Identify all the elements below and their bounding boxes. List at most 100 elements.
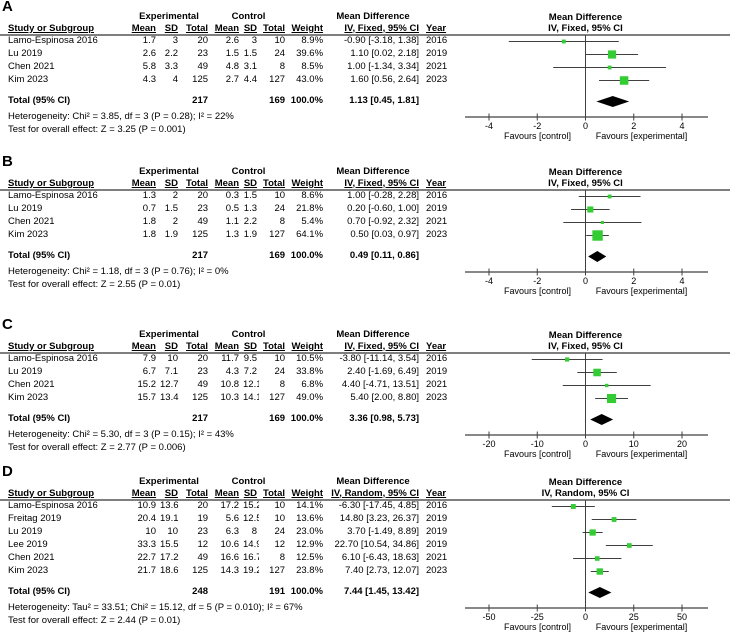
total-exp-total: 217 xyxy=(192,250,209,261)
effect-square xyxy=(565,357,570,362)
col-header-year-text: Year xyxy=(426,487,447,499)
exp-mean: 0.7 xyxy=(142,203,156,214)
study-name: Lu 2019 xyxy=(8,526,43,537)
ctl-sd: 1.5 xyxy=(243,190,258,201)
heterogeneity-text: Heterogeneity: Chi² = 1.18, df = 3 (P = … xyxy=(8,266,229,277)
exp-mean: 2.6 xyxy=(142,48,156,59)
ctl-mean: 4.8 xyxy=(225,61,240,72)
total-exp-total: 217 xyxy=(192,95,209,106)
favours-experimental-label: Favours [experimental] xyxy=(596,286,688,296)
empty-cell xyxy=(287,166,325,177)
ctl-mean: 4.3 xyxy=(225,366,240,377)
study-name: Chen 2021 xyxy=(8,379,55,390)
axis-tick-label: 25 xyxy=(629,612,639,622)
exp-total: 125 xyxy=(192,74,209,85)
col-header-study: Study or Subgroup xyxy=(0,487,128,499)
axis-tick-label: 0 xyxy=(583,121,588,131)
col-header-year-text: Year xyxy=(426,177,447,189)
ctl-total: 10 xyxy=(274,35,286,46)
spacer xyxy=(0,404,460,412)
total-label: Total (95% CI) xyxy=(8,95,71,106)
study-weight: 43.0% xyxy=(296,74,324,85)
col-header-weight: Weight xyxy=(287,22,325,34)
exp-total: 125 xyxy=(192,229,209,240)
total-diamond xyxy=(596,96,630,107)
favours-experimental-label: Favours [experimental] xyxy=(596,131,688,141)
empty-cell xyxy=(287,11,325,22)
axis-tick-label: -4 xyxy=(485,121,493,131)
ctl-sd: 1.5 xyxy=(243,48,258,59)
col-header-exp-sd-text: SD xyxy=(164,22,178,34)
col-header-exp-total: Total xyxy=(180,22,210,34)
plot-title: Mean Difference xyxy=(549,167,622,178)
study-ci: 22.70 [10.54, 34.86] xyxy=(334,539,420,550)
study-row: Lu 2019 0.7 1.5 23 0.5 1.3 24 21.8% 0.20 [-0.60,… xyxy=(0,202,460,215)
effect-square xyxy=(587,206,594,213)
col-header-exp-sd: SD xyxy=(158,340,180,352)
group-header-control: Control xyxy=(231,476,266,487)
study-year: 2019 xyxy=(426,513,448,524)
axis-tick-label: 10 xyxy=(629,439,639,449)
ctl-sd: 3 xyxy=(251,35,258,46)
exp-mean: 1.8 xyxy=(142,216,156,227)
empty-cell xyxy=(421,329,460,340)
study-ci: 1.10 [0.02, 2.18] xyxy=(350,48,420,59)
empty-cell xyxy=(287,329,325,340)
study-name: Chen 2021 xyxy=(8,552,55,563)
study-table: Experimental Control Mean Difference Study … xyxy=(0,329,460,425)
col-header-exp-mean: Mean xyxy=(128,22,158,34)
study-weight: 10.5% xyxy=(296,353,324,364)
ctl-sd: 2.2 xyxy=(243,216,258,227)
ctl-sd: 12.1 xyxy=(243,379,260,390)
study-row: Chen 2021 1.8 2 49 1.1 2.2 8 5.4% 0.70 [-0.92, 2… xyxy=(0,215,460,228)
exp-mean: 22.7 xyxy=(137,552,157,563)
ctl-mean: 6.3 xyxy=(225,526,240,537)
col-header-exp-total: Total xyxy=(180,487,210,499)
study-weight: 8.5% xyxy=(301,61,324,72)
study-row: Lamo-Espinosa 2016 1.3 2 20 0.3 1.5 10 8.6% 1.00… xyxy=(0,189,460,202)
study-name: Chen 2021 xyxy=(8,216,55,227)
col-header-exp-sd-text: SD xyxy=(164,340,178,352)
study-name: Kim 2023 xyxy=(8,565,49,576)
exp-sd: 10 xyxy=(167,353,178,364)
axis-tick-label: 2 xyxy=(631,121,636,131)
exp-mean: 1.8 xyxy=(142,229,156,240)
col-header-exp-mean: Mean xyxy=(128,177,158,189)
study-year: 2021 xyxy=(426,379,448,390)
col-header-ctl-sd: SD xyxy=(241,177,259,189)
axis-tick-label: 2 xyxy=(631,276,636,286)
exp-sd: 19.1 xyxy=(160,513,179,524)
col-header-ctl-mean-text: Mean xyxy=(214,487,240,499)
empty-cell xyxy=(421,476,460,487)
col-header-ctl-mean-text: Mean xyxy=(214,340,240,352)
exp-sd: 2 xyxy=(172,216,178,227)
study-ci: 2.40 [-1.69, 6.49] xyxy=(347,366,420,377)
col-header-ctl-total: Total xyxy=(259,340,287,352)
plot-effect-label: IV, Fixed, 95% CI xyxy=(548,23,623,34)
favours-control-label: Favours [control] xyxy=(504,131,571,141)
effect-square xyxy=(589,529,596,536)
col-header-exp-sd-text: SD xyxy=(164,177,178,189)
study-name: Lu 2019 xyxy=(8,203,43,214)
study-ci: 0.70 [-0.92, 2.32] xyxy=(347,216,420,227)
col-header-ctl-sd-text: SD xyxy=(243,340,258,352)
exp-sd: 7.1 xyxy=(164,366,178,377)
effect-square xyxy=(600,220,604,225)
exp-sd: 4 xyxy=(172,74,178,85)
col-header-ctl-mean-text: Mean xyxy=(214,177,240,189)
ctl-total: 127 xyxy=(269,565,286,576)
exp-sd: 13.6 xyxy=(160,500,179,511)
study-year: 2016 xyxy=(426,353,448,364)
col-header-ctl-total: Total xyxy=(259,22,287,34)
col-header-ctl-sd: SD xyxy=(241,340,259,352)
empty-cell xyxy=(421,585,460,598)
total-ci: 1.13 [0.45, 1.81] xyxy=(349,95,420,106)
axis-tick-label: -20 xyxy=(482,439,495,449)
col-header-effect-text: IV, Random, 95% CI xyxy=(331,487,420,499)
col-header-ctl-mean: Mean xyxy=(210,487,241,499)
exp-total: 23 xyxy=(197,203,209,214)
ctl-mean: 0.5 xyxy=(225,203,240,214)
